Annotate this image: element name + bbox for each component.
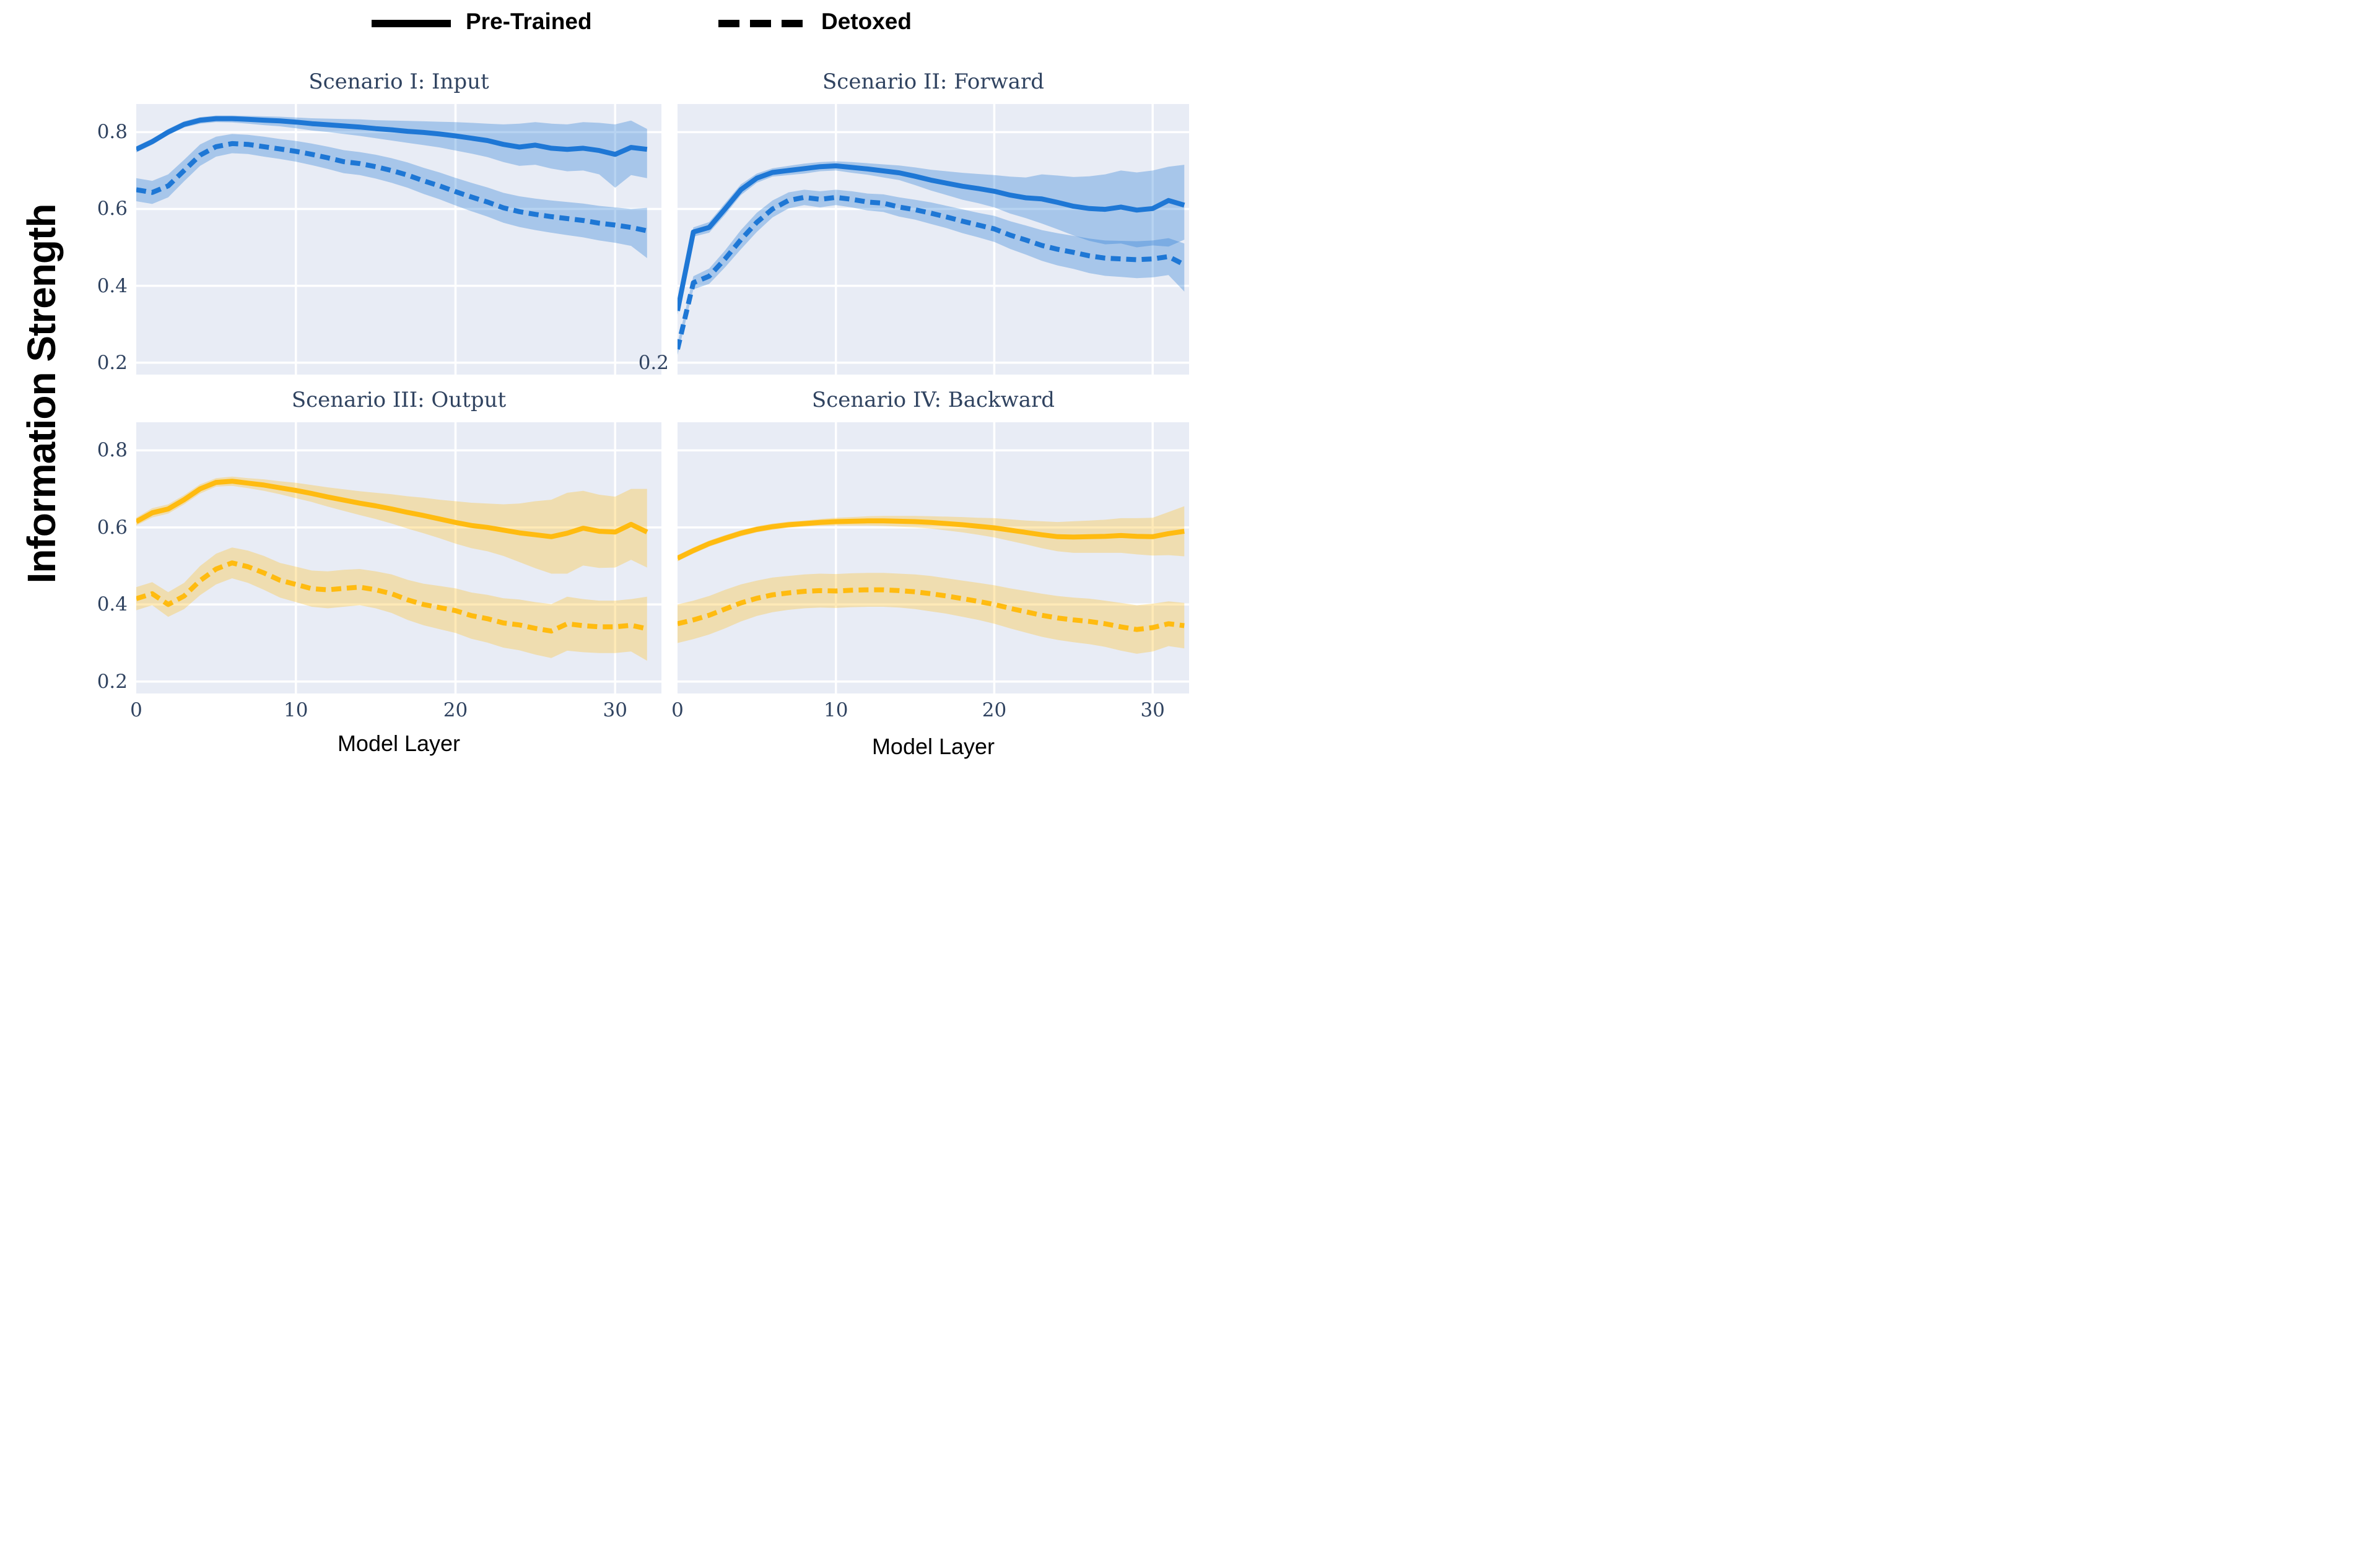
- legend-solid-line-sample: [372, 20, 451, 27]
- y-tick-label: 0.6: [97, 198, 128, 220]
- chart-canvas-scenario-1: [136, 104, 661, 375]
- legend: Pre-Trained Detoxed: [0, 5, 1190, 42]
- x-axis-label-left: Model Layer: [337, 731, 461, 756]
- y-tick-label: 0.4: [97, 593, 128, 616]
- subplot-title: Scenario III: Output: [291, 388, 507, 412]
- subplot-scenario-4-backward: Scenario IV: Backward 0 10 20 30: [671, 388, 1189, 720]
- figure: Pre-Trained Detoxed Information Strength…: [0, 0, 1190, 776]
- x-tick-label: 20: [443, 699, 468, 721]
- x-axis-label-right: Model Layer: [871, 734, 995, 759]
- x-tick-label: 10: [284, 699, 308, 721]
- y-tick-label: 0.6: [97, 516, 128, 539]
- subplot-title: Scenario I: Input: [308, 69, 489, 94]
- y-tick-label: 0.2: [97, 351, 128, 374]
- x-tick-label: 30: [1140, 699, 1165, 721]
- x-tick-label: 10: [823, 699, 848, 721]
- y-axis-label: Information Strength: [19, 204, 64, 584]
- subplot-title: Scenario IV: Backward: [811, 388, 1055, 412]
- y-tick-label: 0.8: [97, 439, 128, 462]
- y-tick-label: 0.8: [97, 121, 128, 144]
- y-tick-label: 0.2: [638, 351, 669, 374]
- x-tick-label: 0: [130, 699, 142, 721]
- x-tick-label: 20: [982, 699, 1007, 721]
- subplot-scenario-2-forward: Scenario II: Forward 0.2: [639, 69, 1189, 375]
- y-tick-label: 0.2: [97, 670, 128, 693]
- legend-dashed-line-sample: [718, 20, 803, 27]
- legend-label-detoxed: Detoxed: [821, 9, 912, 34]
- chart-canvas-scenario-2: [678, 104, 1189, 375]
- subplot-title: Scenario II: Forward: [822, 69, 1044, 94]
- subplot-scenario-1-input: Scenario I: Input 0.8 0.6 0.4 0.2: [97, 69, 661, 375]
- chart-canvas-scenario-4: [678, 422, 1189, 693]
- y-tick-label: 0.4: [97, 274, 128, 297]
- chart-canvas-scenario-3: [136, 422, 661, 693]
- subplot-scenario-3-output: Scenario III: Output 0.8 0.6 0.4 0.2 0 10 20 30: [97, 388, 661, 720]
- x-tick-label: 30: [603, 699, 627, 721]
- x-tick-label: 0: [671, 699, 684, 721]
- legend-label-pretrained: Pre-Trained: [466, 9, 592, 34]
